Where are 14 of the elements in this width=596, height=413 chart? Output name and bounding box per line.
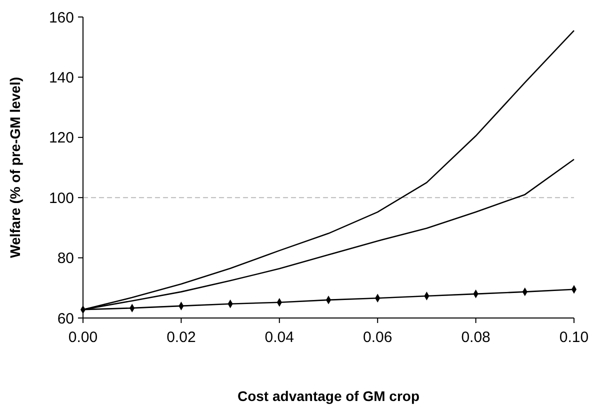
y-tick-label: 80 bbox=[57, 250, 74, 268]
x-tick-label: 0.08 bbox=[461, 329, 490, 346]
y-tick-label: 120 bbox=[48, 130, 74, 147]
x-tick-label: 0.10 bbox=[559, 329, 589, 346]
y-tick-label: 140 bbox=[48, 69, 74, 86]
x-tick-label: 0.06 bbox=[363, 329, 392, 346]
y-tick-label: 100 bbox=[48, 190, 74, 207]
x-tick-label: 0.04 bbox=[264, 329, 294, 346]
x-axis-title: Cost advantage of GM crop bbox=[237, 388, 420, 404]
x-tick-label: 0.02 bbox=[166, 329, 196, 346]
y-tick-label: 160 bbox=[48, 9, 74, 26]
x-tick-label: 0.00 bbox=[68, 329, 98, 346]
y-axis-title: Welfare (% of pre-GM level) bbox=[7, 76, 23, 258]
y-tick-label: 60 bbox=[57, 310, 74, 328]
